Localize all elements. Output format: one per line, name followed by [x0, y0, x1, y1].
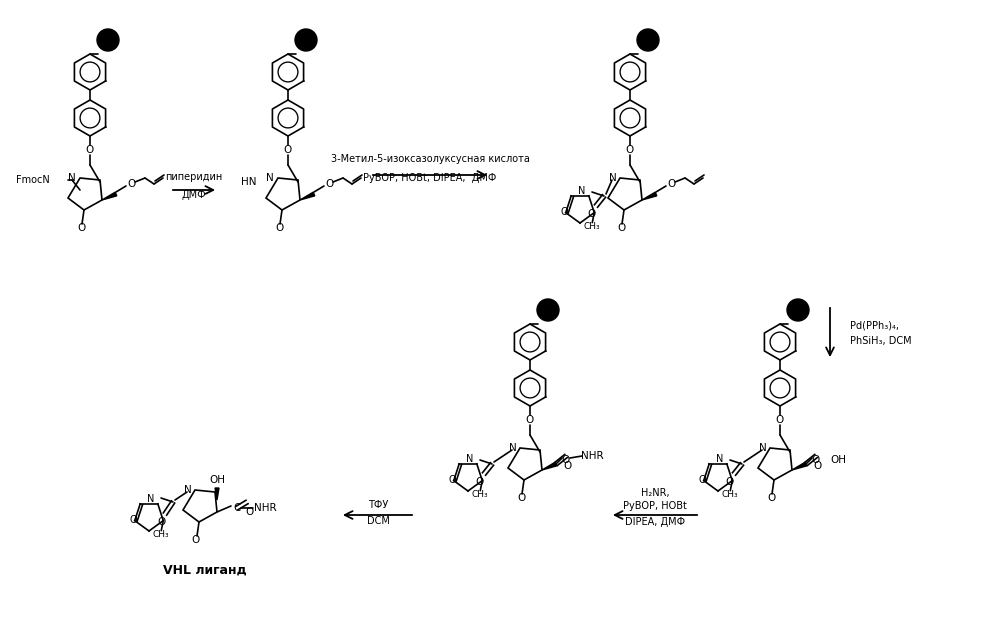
Text: N: N [266, 173, 274, 183]
Text: O: O [325, 179, 333, 189]
Text: NHR: NHR [580, 451, 603, 461]
Text: O: O [516, 493, 525, 503]
Text: PyBOP, HOBt: PyBOP, HOBt [623, 501, 687, 511]
Text: O: O [726, 477, 734, 487]
Text: CH₃: CH₃ [584, 222, 600, 231]
Circle shape [295, 29, 317, 51]
Text: H₂NR,: H₂NR, [640, 488, 669, 498]
Text: O: O [275, 223, 283, 233]
Text: DIPEA, ДМФ: DIPEA, ДМФ [625, 517, 685, 527]
Text: Pd(PPh₃)₄,: Pd(PPh₃)₄, [850, 320, 899, 330]
Polygon shape [215, 488, 219, 500]
Text: O: O [77, 223, 85, 233]
Text: O: O [127, 179, 135, 189]
Polygon shape [266, 178, 300, 210]
Text: ТФУ: ТФУ [368, 500, 389, 510]
Text: O: O [192, 535, 200, 545]
Text: N: N [467, 454, 474, 464]
Polygon shape [183, 490, 217, 522]
Polygon shape [508, 448, 542, 480]
Text: 3-Метил-5-изоксазолуксусная кислота: 3-Метил-5-изоксазолуксусная кислота [331, 154, 529, 164]
Text: PyBOP, HOBt, DIPEA,  ДМФ: PyBOP, HOBt, DIPEA, ДМФ [364, 173, 497, 183]
Circle shape [637, 29, 659, 51]
Text: N: N [147, 494, 155, 504]
Text: CH₃: CH₃ [153, 530, 170, 539]
Text: PhSiH₃, DCM: PhSiH₃, DCM [850, 336, 912, 346]
Text: O: O [563, 461, 572, 471]
Text: O: O [86, 145, 94, 155]
Text: O: O [476, 477, 485, 487]
Text: N: N [184, 485, 192, 495]
Text: O: O [812, 455, 820, 465]
Text: N: N [509, 443, 516, 453]
Text: O: O [129, 515, 137, 525]
Text: O: O [525, 415, 534, 425]
Polygon shape [758, 448, 792, 480]
Text: O: O [561, 455, 570, 465]
Text: C: C [234, 503, 241, 513]
Text: O: O [284, 145, 292, 155]
Text: O: O [449, 475, 456, 485]
Text: VHL лиганд: VHL лиганд [163, 563, 247, 577]
Text: ДМФ: ДМФ [182, 190, 207, 200]
Polygon shape [300, 192, 315, 200]
Text: HN: HN [241, 177, 256, 187]
Circle shape [787, 299, 809, 321]
Text: O: O [767, 493, 775, 503]
Polygon shape [102, 192, 117, 200]
Text: NHR: NHR [254, 503, 277, 513]
Polygon shape [542, 462, 556, 470]
Text: O: O [157, 517, 165, 527]
Polygon shape [608, 178, 642, 210]
Text: FmocN: FmocN [16, 175, 50, 185]
Text: N: N [609, 173, 616, 183]
Text: O: O [245, 507, 253, 517]
Text: O: O [616, 223, 625, 233]
Text: O: O [698, 475, 706, 485]
Text: N: N [716, 454, 723, 464]
Text: CH₃: CH₃ [722, 490, 738, 499]
Polygon shape [642, 192, 656, 200]
Text: O: O [667, 179, 675, 189]
Text: OH: OH [209, 475, 225, 485]
Text: CH₃: CH₃ [472, 490, 489, 499]
Text: DCM: DCM [367, 516, 390, 526]
Text: N: N [578, 186, 585, 196]
Text: пиперидин: пиперидин [166, 172, 223, 182]
Circle shape [537, 299, 559, 321]
Polygon shape [792, 462, 807, 470]
Text: N: N [68, 173, 76, 183]
Text: O: O [814, 461, 822, 471]
Text: O: O [776, 415, 784, 425]
Polygon shape [68, 178, 102, 210]
Circle shape [97, 29, 119, 51]
Text: OH: OH [830, 455, 846, 465]
Text: N: N [759, 443, 767, 453]
Text: O: O [587, 209, 596, 219]
Text: O: O [560, 207, 567, 217]
Text: O: O [626, 145, 634, 155]
